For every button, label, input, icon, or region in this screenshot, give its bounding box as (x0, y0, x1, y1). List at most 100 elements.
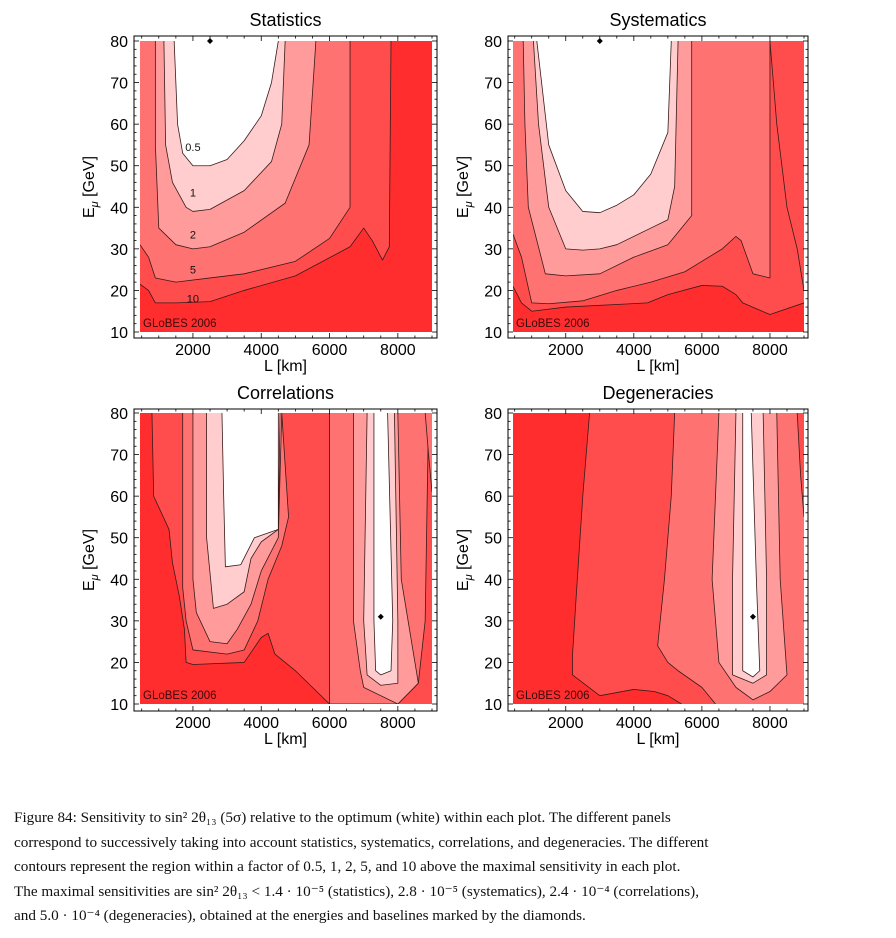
x-tick-label: 2000 (548, 715, 584, 732)
caption-line-2: correspond to successively taking into a… (14, 833, 709, 851)
contour-region (742, 413, 760, 677)
axis-ticks (508, 409, 808, 711)
contour-label: 2 (190, 229, 196, 241)
y-tick-label: 30 (110, 242, 128, 259)
panel-degeneracies: GLoBES 2006 2000 4000 6000 8000 10 20 30 40 50 60 7… (455, 383, 809, 748)
x-axis-label: L [km] (637, 358, 680, 375)
y-axis-label-sub: μ (89, 201, 101, 208)
contour-line (711, 413, 788, 701)
contour-regions (572, 413, 804, 704)
y-tick-label: 20 (484, 283, 502, 300)
globes-watermark: GLoBES 2006 (516, 318, 590, 330)
panel-title: Systematics (609, 10, 706, 30)
axis-ticks (134, 36, 437, 338)
y-tick-label: 80 (110, 406, 128, 423)
y-tick-label: 70 (110, 76, 128, 93)
y-axis-label: Eμ [GeV] (455, 529, 475, 591)
axis-ticks (134, 409, 437, 711)
x-tick-label: 8000 (752, 342, 788, 359)
y-axis-label-unit: [GeV] (455, 529, 472, 574)
figure-caption: Figure 84: Sensitivity to sin² 2θ₁₃ (5σ)… (14, 806, 882, 929)
contour-line (536, 41, 672, 214)
y-tick-label: 50 (484, 531, 502, 548)
contour-line (353, 413, 419, 704)
contour-region (174, 41, 279, 166)
x-tick-label: 6000 (312, 715, 348, 732)
y-axis-label-unit: [GeV] (455, 156, 472, 201)
y-tick-label: 10 (484, 325, 502, 342)
optimum-diamond-marker (207, 38, 214, 44)
contour-line (424, 413, 432, 493)
x-axis-label: L [km] (264, 731, 307, 748)
y-tick-label: 40 (110, 200, 128, 217)
globes-watermark: GLoBES 2006 (516, 690, 590, 702)
y-tick-label: 30 (484, 614, 502, 631)
x-tick-label: 4000 (616, 715, 652, 732)
contour-line (363, 413, 399, 686)
y-axis-label-main: E (455, 207, 472, 218)
y-axis-label-main: E (81, 580, 98, 591)
x-tick-label: 2000 (175, 342, 211, 359)
x-tick-label: 8000 (380, 715, 416, 732)
x-tick-label: 2000 (175, 715, 211, 732)
y-tick-label: 40 (484, 572, 502, 589)
optimum-diamond-marker (377, 613, 384, 620)
contour-line (572, 413, 682, 704)
globes-watermark: GLoBES 2006 (143, 690, 217, 702)
y-tick-label: 10 (110, 697, 128, 714)
x-tick-label: 6000 (684, 342, 720, 359)
y-tick-label: 10 (484, 697, 502, 714)
y-tick-label: 60 (110, 489, 128, 506)
contour-label: 5 (190, 265, 196, 277)
contour-line (657, 413, 716, 704)
contour-line (329, 413, 429, 704)
y-tick-label: 80 (484, 34, 502, 51)
panel-title: Statistics (249, 10, 321, 30)
y-tick-label: 60 (484, 489, 502, 506)
y-tick-label: 60 (110, 117, 128, 134)
contour-line (192, 413, 283, 645)
contour-line (513, 41, 771, 305)
y-tick-label: 50 (110, 159, 128, 176)
contour-regions (151, 413, 432, 704)
contour-line (140, 41, 392, 304)
y-axis-label-unit: [GeV] (81, 529, 98, 574)
contour-label: 10 (187, 294, 199, 306)
x-tick-label: 8000 (752, 715, 788, 732)
x-tick-label: 4000 (243, 715, 279, 732)
y-tick-label: 40 (484, 200, 502, 217)
y-axis-label: Eμ [GeV] (81, 156, 101, 218)
y-tick-label: 80 (110, 34, 128, 51)
contour-label: 1 (190, 188, 196, 200)
contour-line (163, 41, 286, 212)
y-tick-label: 10 (110, 325, 128, 342)
x-tick-label: 4000 (616, 342, 652, 359)
x-tick-label: 2000 (548, 342, 584, 359)
contour-line (732, 413, 767, 684)
globes-watermark: GLoBES 2006 (143, 318, 217, 330)
y-tick-label: 50 (110, 531, 128, 548)
contour-region (221, 413, 279, 567)
optimum-diamond-marker (749, 613, 756, 620)
contour-line (221, 413, 279, 568)
x-tick-label: 8000 (380, 342, 416, 359)
contour-label: 0.5 (185, 142, 200, 154)
y-axis-label-unit: [GeV] (81, 156, 98, 201)
contour-region (536, 41, 672, 213)
plot-frame (133, 35, 438, 339)
contour-line (742, 413, 761, 678)
x-axis-label: L [km] (264, 358, 307, 375)
caption-line-1: Figure 84: Sensitivity to sin² 2θ₁₃ (5σ)… (14, 809, 671, 826)
optimum-diamond-marker (596, 38, 603, 44)
contour-line (151, 413, 330, 704)
y-axis-label-sub: μ (463, 201, 475, 208)
contour-line (140, 41, 351, 283)
x-tick-label: 4000 (243, 342, 279, 359)
y-axis-label-main: E (81, 207, 98, 218)
y-axis-label-sub: μ (89, 574, 101, 581)
y-tick-label: 20 (484, 655, 502, 672)
figure-panels: 0.5 1 2 5 10 GLoBES 2006 2000 4000 6000 8000 10 20 3… (81, 10, 809, 748)
y-tick-label: 30 (484, 242, 502, 259)
contour-region (373, 413, 393, 675)
contour-regions (513, 41, 804, 315)
